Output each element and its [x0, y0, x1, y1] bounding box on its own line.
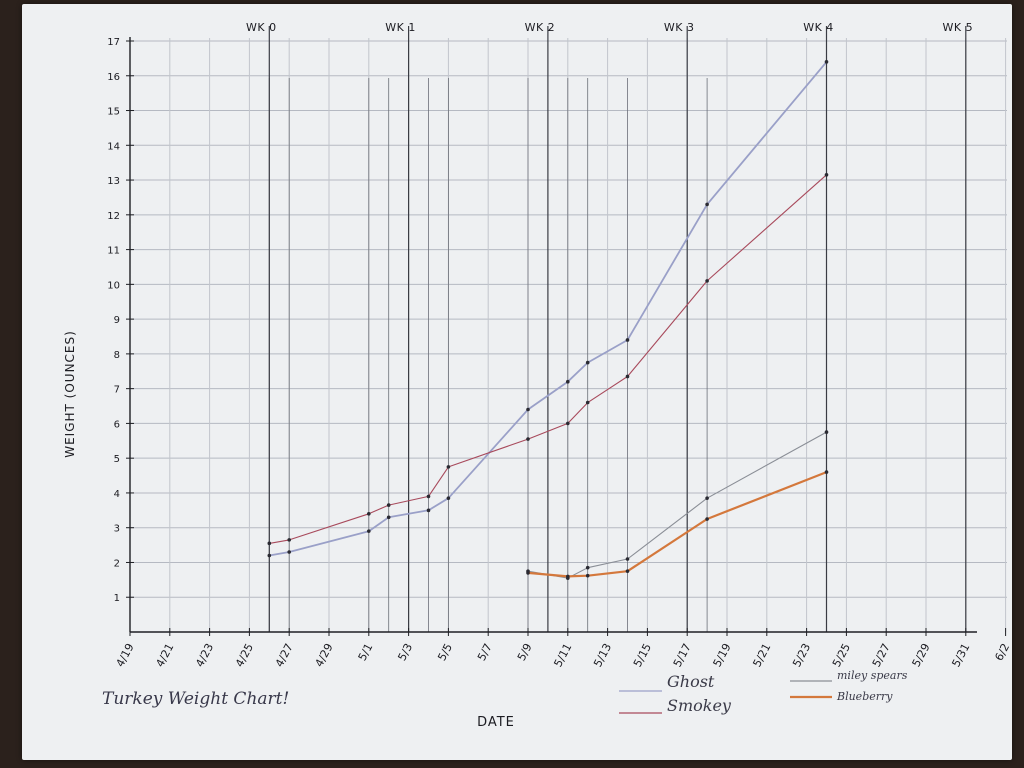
x-tick-label: 5/31	[949, 641, 972, 669]
x-tick-label: 5/7	[475, 641, 495, 663]
data-point	[625, 557, 630, 561]
data-point	[824, 430, 829, 434]
data-point	[625, 374, 630, 379]
y-tick-label: 16	[107, 72, 120, 83]
data-point	[367, 529, 371, 533]
x-tick-label: 5/21	[750, 641, 773, 669]
y-tick-label: 10	[107, 280, 120, 291]
x-tick-label: 5/23	[790, 641, 813, 669]
y-tick-label: 15	[107, 107, 120, 118]
legend-label: Smokey	[667, 696, 732, 715]
data-point	[566, 574, 570, 579]
x-tick-label: 5/15	[631, 641, 654, 669]
legend-label: Blueberry	[836, 690, 893, 703]
x-tick-label: 4/21	[153, 641, 176, 669]
x-tick-label: 5/11	[551, 641, 574, 669]
data-point	[566, 421, 570, 426]
data-point	[426, 508, 431, 513]
data-point	[267, 541, 272, 546]
y-tick-label: 5	[114, 454, 120, 465]
chart-title: Turkey Weight Chart!	[102, 689, 289, 709]
y-axis-title: WEIGHT (OUNCES)	[63, 330, 77, 458]
legend-label: miley spears	[837, 669, 908, 682]
data-point	[426, 494, 431, 499]
week-label: WK 4	[803, 21, 834, 34]
series-line-ghost	[268, 61, 828, 557]
data-point	[705, 279, 709, 283]
week-label: WK 2	[525, 21, 556, 34]
x-tick-label: 5/3	[395, 641, 415, 663]
y-tick-label: 8	[114, 350, 120, 361]
y-tick-label: 7	[114, 385, 120, 396]
x-tick-label: 5/25	[830, 641, 853, 669]
y-tick-label: 1	[114, 593, 120, 604]
week-label: WK 3	[664, 21, 695, 34]
grid-layer	[129, 38, 1007, 632]
x-tick-label: 4/29	[313, 641, 336, 669]
data-point	[526, 571, 530, 575]
label-layer: WEIGHT (OUNCES) DATE Turkey Weight Chart! G…	[63, 330, 908, 730]
data-point	[287, 550, 292, 554]
x-tick-label: 5/13	[591, 641, 614, 669]
data-point	[705, 496, 709, 500]
week-label: WK 1	[385, 21, 416, 34]
x-tick-label: 5/1	[356, 641, 376, 663]
data-point	[446, 496, 451, 500]
series-line-smokey	[268, 174, 828, 544]
data-point	[386, 515, 391, 520]
data-point	[705, 517, 709, 521]
data-point	[625, 338, 630, 342]
x-tick-label: 5/9	[515, 641, 535, 663]
data-point	[386, 503, 391, 507]
turkey-weight-chart: WK 0 WK 1 WK 2 WK 3 WK 4 WK 5 123456789101112…	[63, 21, 1012, 730]
x-tick-label: 5/5	[435, 641, 455, 663]
data-point	[585, 573, 590, 578]
graph-paper: WK 0 WK 1 WK 2 WK 3 WK 4 WK 5 1 2 3 4 5 6 7 8 9 10 11 12…	[22, 4, 1012, 760]
y-tick-label: 11	[107, 246, 120, 257]
data-point	[585, 360, 590, 365]
data-point	[585, 400, 590, 405]
y-tick-label: 9	[114, 315, 120, 326]
data-point	[705, 202, 709, 207]
data-point	[526, 407, 530, 412]
x-tick-label: 4/25	[233, 641, 256, 669]
data-point	[824, 173, 829, 177]
y-tick-label: 13	[107, 176, 120, 187]
y-tick-label: 12	[107, 211, 120, 222]
x-tick-label: 5/17	[671, 641, 694, 669]
data-point	[526, 437, 530, 441]
data-point	[287, 538, 292, 542]
y-tick-label: 6	[114, 419, 120, 430]
x-tick-label: 4/19	[114, 641, 137, 669]
week-label: WK 0	[246, 21, 277, 34]
data-point	[446, 465, 451, 469]
legend-label: Ghost	[667, 672, 715, 691]
data-point	[625, 569, 630, 573]
x-tick-label: 4/27	[273, 641, 296, 669]
data-point	[267, 553, 272, 558]
data-point	[585, 565, 590, 570]
week-lines-layer: WK 0 WK 1 WK 2 WK 3 WK 4 WK 5	[246, 21, 973, 632]
x-tick-label: 5/19	[711, 641, 734, 669]
data-point	[824, 60, 829, 64]
series-layer	[267, 60, 829, 580]
series-line-miley-spears	[527, 431, 828, 579]
data-point	[367, 512, 371, 516]
series-line-blueberry	[526, 471, 828, 578]
x-tick-label: 6/2	[992, 641, 1012, 663]
y-tick-label: 2	[114, 558, 120, 569]
y-tick-label: 4	[114, 489, 120, 500]
x-tick-label: 5/27	[870, 641, 893, 669]
y-tick-label: 3	[114, 524, 120, 535]
x-axis-title: DATE	[477, 715, 515, 730]
y-tick-label: 14	[107, 141, 120, 152]
data-point	[566, 379, 570, 384]
data-point	[824, 470, 829, 474]
y-tick-label: 17	[107, 37, 120, 48]
week-label: WK 5	[943, 21, 974, 34]
x-tick-label: 4/23	[193, 641, 216, 669]
x-tick-label: 5/29	[910, 641, 933, 669]
